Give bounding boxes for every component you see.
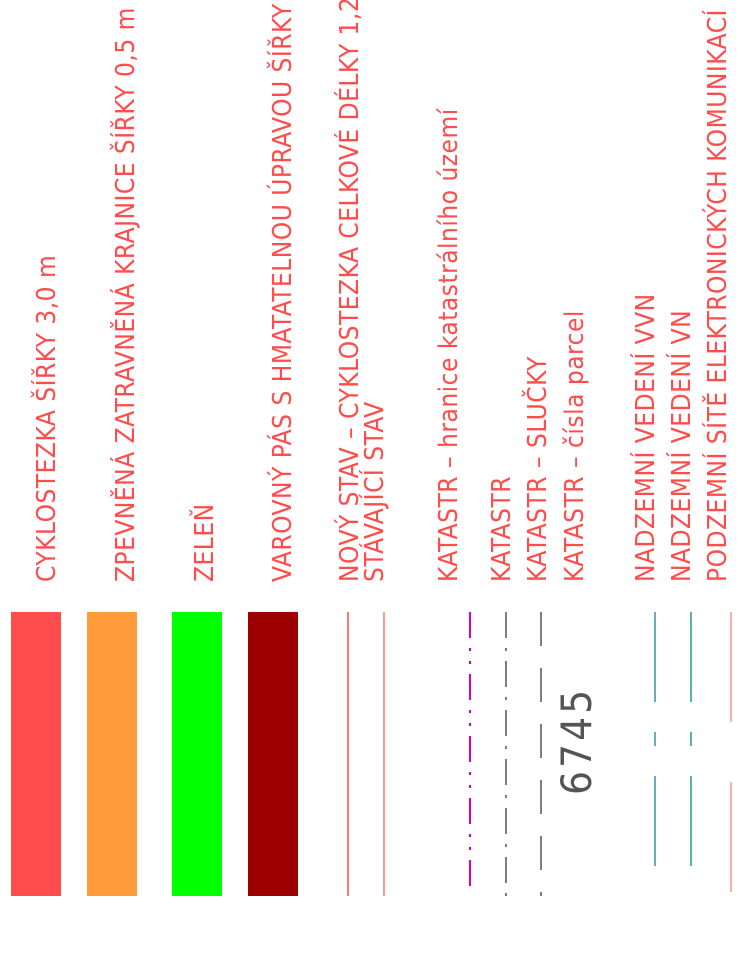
shoulder-swatch	[87, 612, 137, 896]
existing-state-label: STÁVAJÍCÍ STAV	[360, 401, 390, 582]
telecom-line-label: PODZEMNÍ SÍTĚ ELEKTRONICKÝCH KOMUNIKACÍ	[703, 9, 733, 582]
warning-strip-label: VAROVNÝ PÁS S HMATATELNOU ÚPRAVOU ŠÍŘKY …	[268, 0, 298, 582]
cadastre-numbers-label: KATASTR – čísla parcel	[560, 310, 590, 582]
mv-line-label: NADZEMNÍ VEDENÍ VN	[667, 309, 697, 582]
shoulder-label: ZPEVNĚNÁ ZATRAVNĚNÁ KRAJNICE ŠÍŘKY 0,5 m	[111, 7, 141, 582]
parcel-number-sample: 6745	[552, 686, 601, 795]
cyclepath-label: CYKLOSTEZKA ŠÍŘKY 3,0 m	[32, 254, 62, 582]
warning-strip-swatch	[248, 612, 298, 896]
cyclepath-swatch	[11, 612, 61, 896]
hv-line-label: NADZEMNÍ VEDENÍ VVN	[631, 293, 661, 582]
greenery-label: ZELEŇ	[190, 503, 220, 582]
cadastre-loops-label: KATASTR – SLUČKY	[523, 356, 553, 582]
cadastre-boundary-label: KATASTR – hranice katastrálního území	[434, 108, 464, 582]
cadastre-label: KATASTR	[487, 475, 517, 582]
greenery-swatch	[172, 612, 222, 896]
